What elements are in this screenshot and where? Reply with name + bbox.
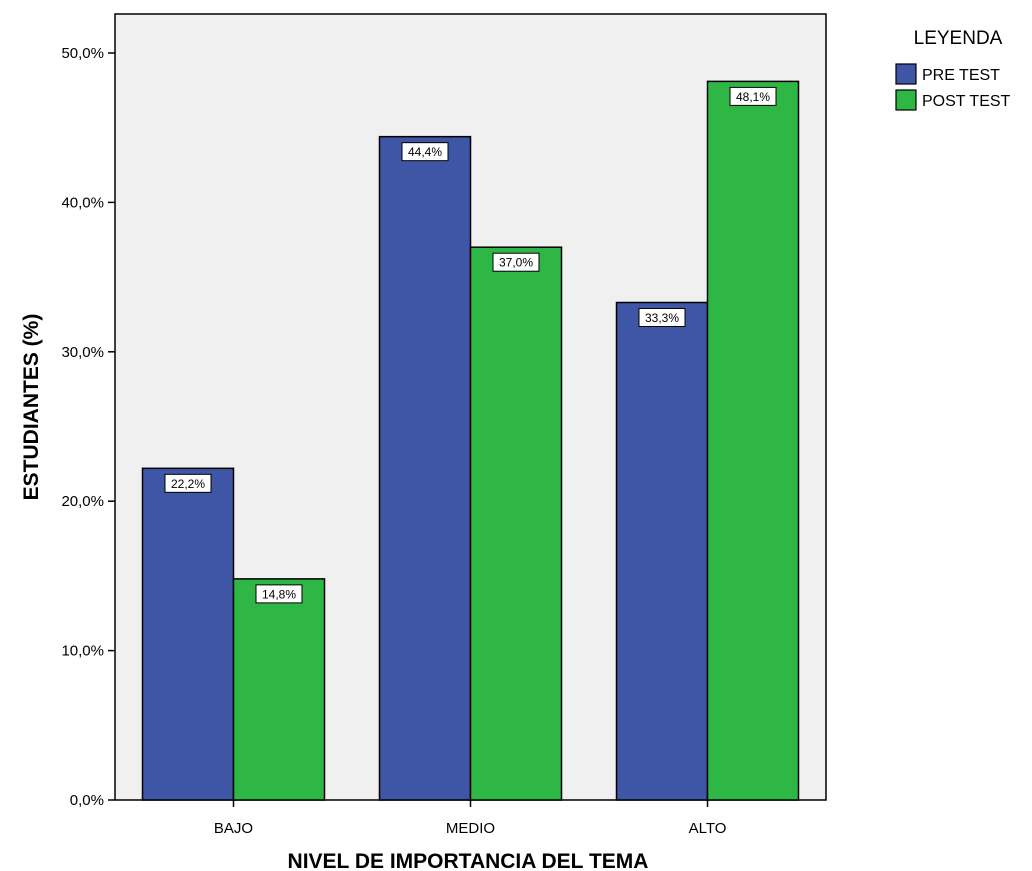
bar [141, 467, 235, 801]
legend-swatch [895, 63, 917, 85]
bar [469, 246, 563, 801]
bars [141, 80, 800, 801]
data-label: 44,4% [408, 145, 442, 159]
legend-swatch [895, 89, 917, 111]
bar [232, 578, 326, 801]
y-tick-label: 40,0% [61, 194, 104, 211]
bar [378, 135, 472, 801]
y-tick-label: 30,0% [61, 344, 104, 361]
y-tick-label: 50,0% [61, 45, 104, 62]
data-label-box [638, 307, 686, 327]
y-axis-title: ESTUDIANTES (%) [20, 314, 43, 501]
data-label-box [492, 252, 540, 272]
legend-label: POST TEST [922, 93, 1011, 110]
y-tick-label: 20,0% [61, 493, 104, 510]
data-label-box [729, 86, 777, 106]
data-label: 37,0% [499, 256, 533, 270]
data-label-box [255, 584, 303, 604]
data-labels: 22,2% 14,8% 44,4% 37,0% 33,3% 48,1% [164, 86, 777, 604]
x-tick-label: BAJO [214, 820, 253, 837]
x-tick-label: ALTO [689, 820, 727, 837]
data-label-box [164, 473, 212, 493]
y-axis: 0,0% 10,0% 20,0% 30,0% 40,0% 50,0% [61, 45, 115, 809]
data-label: 14,8% [262, 587, 296, 601]
data-label: 48,1% [736, 90, 770, 104]
legend-label: PRE TEST [922, 67, 1000, 84]
x-tick-label: MEDIO [446, 820, 495, 837]
data-label: 33,3% [645, 311, 679, 325]
x-axis: BAJO MEDIO ALTO [214, 800, 726, 837]
bar [615, 301, 709, 801]
bar [706, 80, 800, 801]
x-axis-title: NIVEL DE IMPORTANCIA DEL TEMA [288, 850, 649, 871]
legend-title: LEYENDA [914, 28, 1003, 49]
data-label-box [401, 142, 449, 162]
legend: LEYENDA PRE TEST POST TEST [895, 28, 1011, 111]
y-tick-label: 10,0% [61, 643, 104, 660]
y-tick-label: 0,0% [70, 792, 104, 809]
data-label: 22,2% [171, 477, 205, 491]
